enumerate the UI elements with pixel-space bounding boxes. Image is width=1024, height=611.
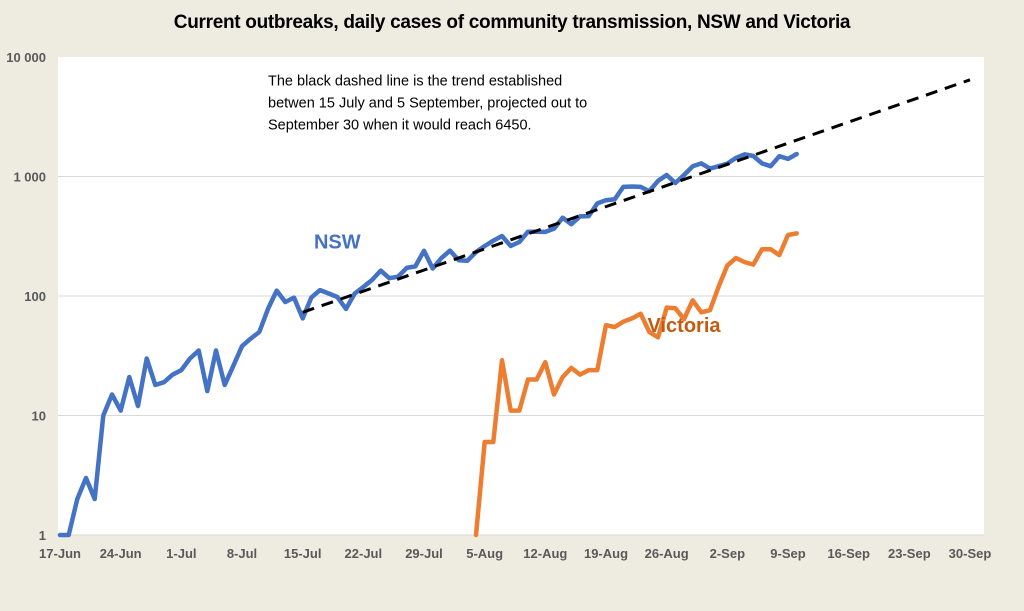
- x-tick-label: 15-Jul: [284, 546, 322, 561]
- x-tick-label: 9-Sep: [770, 546, 805, 561]
- annotation-line: betwen 15 July and 5 September, projecte…: [268, 95, 587, 111]
- x-tick-label: 22-Jul: [345, 546, 383, 561]
- x-tick-label: 8-Jul: [227, 546, 257, 561]
- x-tick-label: 30-Sep: [949, 546, 992, 561]
- y-tick-label: 100: [24, 289, 46, 304]
- series-label-nsw: NSW: [314, 231, 361, 253]
- x-tick-label: 5-Aug: [466, 546, 503, 561]
- x-tick-label: 19-Aug: [584, 546, 628, 561]
- x-tick-label: 29-Jul: [405, 546, 443, 561]
- y-axis-ticks: 1 10 100 1 000 10 000: [6, 50, 46, 543]
- series-labels: NSW Victoria: [314, 231, 721, 337]
- x-tick-label: 17-Jun: [39, 546, 81, 561]
- gridlines: [58, 176, 984, 536]
- x-tick-label: 26-Aug: [645, 546, 689, 561]
- x-tick-label: 1-Jul: [166, 546, 196, 561]
- annotation-line: The black dashed line is the trend estab…: [268, 73, 562, 89]
- chart-title: Current outbreaks, daily cases of commun…: [173, 12, 851, 33]
- y-tick-label: 10: [32, 409, 46, 424]
- series-line-victoria: [473, 231, 799, 538]
- series-lines: [57, 78, 971, 538]
- series-label-victoria: Victoria: [648, 315, 722, 337]
- series-line-nsw: [57, 151, 799, 538]
- x-tick-label: 2-Sep: [710, 546, 745, 561]
- annotations: The black dashed line is the trend estab…: [268, 73, 587, 133]
- x-tick-label: 23-Sep: [888, 546, 931, 561]
- x-tick-label: 16-Sep: [827, 546, 870, 561]
- x-tick-label: 24-Jun: [100, 546, 142, 561]
- y-tick-label: 10 000: [6, 50, 46, 65]
- annotation-line: September 30 when it would reach 6450.: [268, 117, 532, 133]
- y-tick-label: 1 000: [13, 170, 46, 185]
- x-tick-label: 12-Aug: [523, 546, 567, 561]
- y-tick-label: 1: [39, 528, 46, 543]
- x-axis-ticks: 17-Jun 24-Jun 1-Jul 8-Jul 15-Jul 22-Jul 29-Jul…: [39, 546, 991, 561]
- series-line-trend: [302, 78, 971, 314]
